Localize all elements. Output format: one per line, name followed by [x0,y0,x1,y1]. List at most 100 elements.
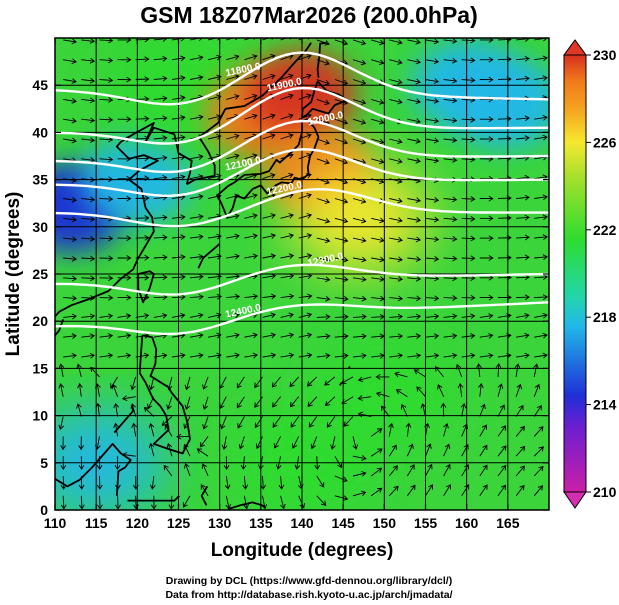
wind-arrow [81,295,96,301]
wind-arrow [515,484,525,497]
wind-arrow [497,195,512,201]
wind-arrow [289,396,300,408]
wind-arrow [244,74,258,80]
wind-arrow [262,54,276,61]
wind-arrow [407,38,421,45]
wind-arrow [407,333,422,340]
wind-arrow [389,59,403,65]
wind-arrow [202,416,209,430]
wind-arrow [226,233,240,240]
wind-arrow [389,313,404,320]
wind-arrow [443,77,458,84]
wind-arrow [407,177,421,184]
wind-arrow [148,376,155,391]
wind-arrow [207,173,222,180]
coastline [200,485,209,506]
wind-arrow [168,495,175,510]
wind-arrow [307,396,318,408]
wind-arrow [400,403,408,417]
coastline [316,41,327,78]
wind-arrow [534,254,548,261]
wind-arrow [443,352,458,359]
wind-arrow [81,275,96,282]
wind-arrow [389,178,403,184]
wind-arrow [153,312,168,319]
wind-arrow [371,59,385,66]
wind-arrow [314,456,321,471]
wind-arrow [135,274,150,281]
wind-arrow [99,77,114,83]
wind-arrow [275,456,282,470]
wind-arrow [357,376,372,383]
wind-arrow [497,135,512,142]
wind-arrow [99,313,114,320]
plot-area: 11800.011900.012000.012100.012200.012300… [32,37,550,531]
wind-arrow [534,75,548,82]
wind-arrow [460,402,467,417]
y-tick-label: 20 [32,313,48,329]
wind-arrow [461,484,470,497]
wind-arrow [244,253,259,260]
wind-arrow [497,294,512,301]
wind-arrow [420,403,427,417]
colorbar-top-triangle [563,39,587,56]
wind-arrow [316,79,330,86]
wind-arrow [389,236,403,243]
wind-arrow [202,396,209,410]
wind-arrow [200,484,209,497]
wind-arrow [407,313,422,320]
wind-arrow [425,117,440,124]
wind-arrow [63,58,77,65]
wind-arrow [121,395,136,402]
wind-arrow [443,484,451,497]
wind-arrow [289,376,300,388]
wind-arrow [334,158,349,165]
wind-arrow [76,403,82,417]
wind-arrow [278,475,285,490]
wind-arrow [135,175,150,182]
wind-arrow [407,78,421,85]
wind-arrow [135,313,150,319]
wind-arrow [497,332,512,339]
wind-arrow [425,484,433,497]
wind-arrow [143,406,155,417]
wind-arrow [63,295,78,302]
wind-arrow [516,55,530,62]
wind-arrow [425,275,440,282]
wind-arrow [407,157,421,164]
wind-arrow [117,235,132,242]
wind-arrow [380,405,390,417]
wind-arrow [117,116,132,123]
wind-arrow [334,39,349,46]
wind-arrow [117,175,132,182]
wind-arrow [135,76,150,82]
wind-arrow [534,234,548,241]
wind-arrow [371,217,385,224]
wind-arrow [271,376,281,388]
wind-arrow [262,73,276,80]
wind-arrow [242,475,249,490]
wind-arrow [497,215,512,221]
colorbar-tick-label: 210 [593,484,617,500]
wind-arrow [514,363,521,377]
wind-arrow [96,475,103,490]
wind-arrow [280,273,295,280]
wind-arrow [258,456,264,470]
wind-arrow [115,495,121,510]
coastline [138,334,191,455]
wind-arrow [244,352,259,359]
wind-arrow [171,134,186,141]
wind-arrow [425,236,440,243]
temperature-cell [55,407,167,510]
wind-arrow [308,416,318,428]
wind-arrow [171,294,186,300]
wind-arrow [497,313,512,319]
x-tick-label: 140 [290,515,314,531]
wind-arrow [117,156,132,162]
x-tick-label: 145 [331,515,355,531]
x-tick-label: 155 [414,515,438,531]
wind-arrow [135,332,150,339]
wind-arrow [208,312,222,319]
wind-arrow [516,312,530,319]
wind-arrow [316,198,331,204]
